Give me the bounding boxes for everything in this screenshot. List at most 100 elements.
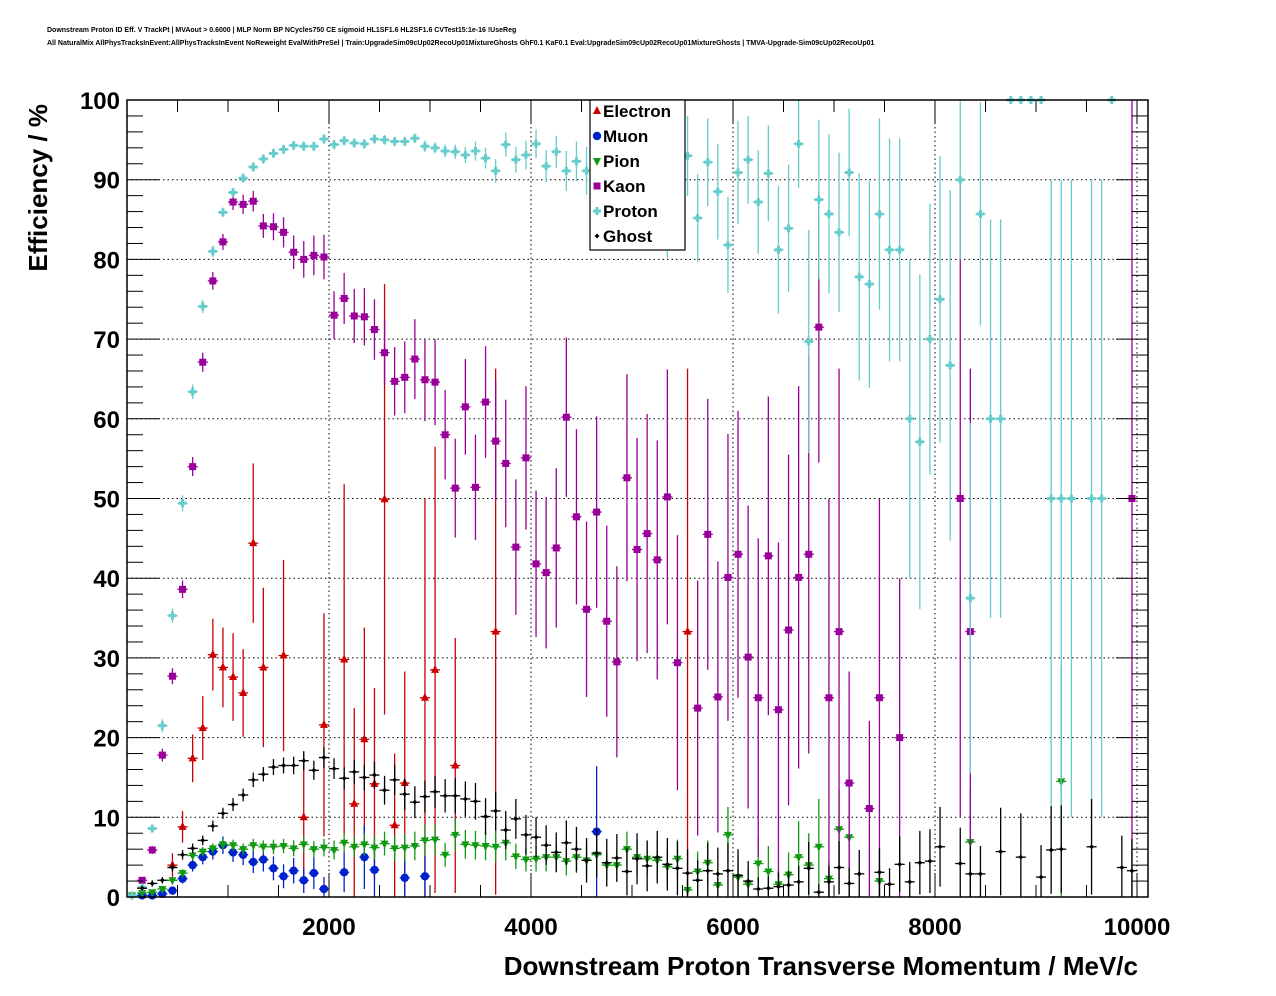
- data-point-ghost: [803, 842, 814, 895]
- data-point-muon: [248, 850, 259, 874]
- data-point-proton: [217, 207, 228, 218]
- marker-diamond: [937, 844, 943, 850]
- data-point-pion: [238, 843, 249, 855]
- marker-cross: [794, 139, 803, 148]
- data-point-kaon: [137, 876, 148, 884]
- marker-cross: [936, 295, 945, 304]
- marker-diamond: [392, 777, 398, 783]
- marker-circle: [339, 868, 349, 877]
- data-point-ghost: [743, 861, 754, 897]
- marker-cross: [451, 147, 460, 156]
- data-point-electron: [187, 734, 198, 783]
- data-point-kaon: [662, 369, 673, 625]
- data-point-proton: [1096, 179, 1107, 818]
- marker-square: [795, 573, 803, 581]
- data-point-ghost: [682, 849, 693, 897]
- data-point-kaon: [773, 542, 784, 878]
- data-point-ghost: [642, 840, 653, 892]
- marker-circle: [228, 848, 238, 857]
- data-point-ghost: [894, 836, 905, 893]
- marker-cross: [956, 175, 965, 184]
- data-point-proton: [177, 495, 188, 512]
- marker-diamond: [977, 871, 983, 877]
- data-point-proton: [712, 143, 723, 240]
- data-point-ghost: [702, 842, 713, 897]
- x-tick-label: 2000: [302, 914, 355, 941]
- marker-triangle-down: [269, 843, 278, 852]
- data-point-ghost: [369, 761, 380, 789]
- marker-square: [603, 617, 611, 625]
- data-point-pion: [298, 836, 309, 853]
- marker-diamond: [1038, 874, 1044, 880]
- marker-triangle-down: [764, 868, 773, 877]
- marker-cross: [299, 142, 308, 151]
- marker-square: [239, 200, 247, 208]
- data-point-proton: [268, 148, 279, 159]
- marker-cross: [1087, 494, 1096, 503]
- data-point-proton: [470, 141, 481, 161]
- marker-triangle-down: [279, 842, 288, 851]
- marker-square: [411, 355, 419, 363]
- data-point-ghost: [813, 884, 824, 897]
- marker-cross: [380, 135, 389, 144]
- data-point-ghost: [621, 847, 632, 896]
- data-point-pion: [217, 838, 228, 850]
- marker-triangle-up: [299, 812, 308, 821]
- marker-triangle-down: [451, 831, 460, 840]
- data-point-ghost: [1036, 845, 1047, 897]
- marker-cross: [946, 361, 955, 370]
- data-point-proton: [914, 274, 925, 610]
- marker-cross: [491, 166, 500, 175]
- data-point-electron: [450, 637, 461, 894]
- data-point-proton: [1046, 179, 1057, 818]
- marker-square: [956, 495, 964, 502]
- data-point-kaon: [278, 217, 289, 248]
- data-point-proton: [995, 219, 1006, 619]
- marker-square: [724, 573, 732, 581]
- marker-diamond: [1058, 846, 1064, 852]
- chart-title-line-2: All NaturalMix AllPhysTracksInEvent:AllP…: [47, 40, 875, 47]
- data-point-ghost: [551, 832, 562, 873]
- marker-square: [734, 550, 742, 558]
- series-electron: [167, 284, 693, 897]
- data-point-kaon: [157, 748, 168, 762]
- data-point-proton: [904, 259, 915, 579]
- data-point-kaon: [238, 194, 249, 214]
- marker-diamond: [796, 879, 802, 885]
- marker-cross: [804, 337, 813, 346]
- data-point-ghost: [520, 814, 531, 855]
- data-point-electron: [238, 649, 249, 737]
- series-muon: [137, 766, 602, 900]
- data-point-ghost: [722, 842, 733, 897]
- data-point-proton: [430, 142, 441, 154]
- marker-square: [269, 223, 277, 231]
- marker-triangle-down: [309, 846, 318, 855]
- data-point-ghost: [692, 860, 703, 897]
- data-point-kaon: [763, 396, 774, 716]
- data-point-ghost: [935, 806, 946, 887]
- marker-diamond: [695, 877, 701, 883]
- marker-circle: [319, 884, 329, 894]
- marker-diamond: [826, 879, 832, 885]
- marker-diamond: [967, 871, 973, 877]
- data-point-proton: [500, 132, 511, 157]
- y-tick-labels: 0 10 20 30 40 50 60 70 80 90 100: [80, 88, 120, 912]
- data-point-kaon: [419, 338, 430, 422]
- data-point-pion: [278, 838, 289, 854]
- data-point-proton: [531, 129, 542, 159]
- y-tick-label: 100: [80, 88, 120, 115]
- data-point-kaon: [874, 498, 885, 897]
- marker-square: [482, 398, 490, 406]
- marker-cross: [340, 136, 349, 145]
- data-point-pion: [440, 842, 451, 867]
- data-point-muon: [278, 864, 289, 889]
- marker-square: [583, 605, 591, 613]
- data-point-ghost: [268, 759, 279, 776]
- marker-triangle-down: [259, 843, 268, 852]
- marker-diamond: [745, 878, 751, 884]
- legend-marker: [593, 106, 601, 114]
- data-point-electron: [197, 696, 208, 760]
- marker-diamond: [513, 816, 519, 822]
- data-point-ghost: [197, 835, 208, 846]
- marker-circle: [249, 857, 258, 867]
